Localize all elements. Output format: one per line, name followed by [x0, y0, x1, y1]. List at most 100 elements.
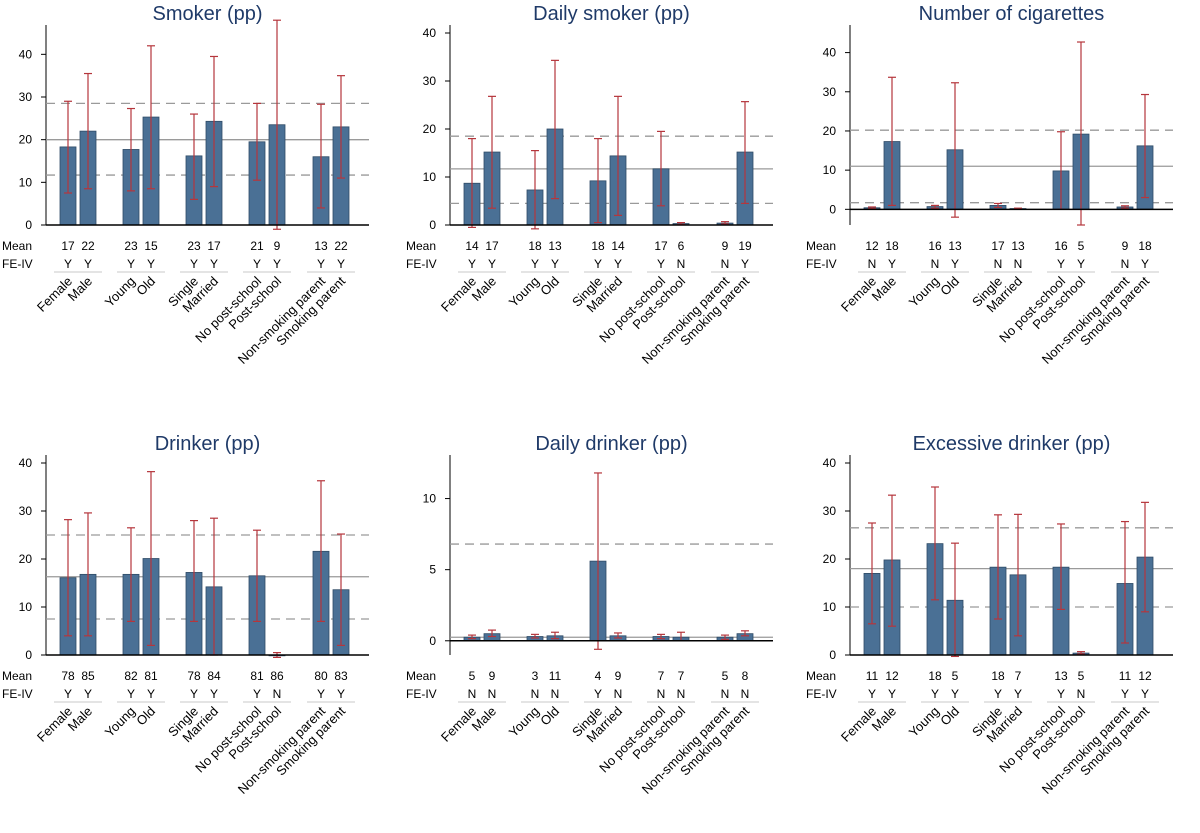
mean-value: 3	[532, 669, 539, 683]
x-tick-label: Young	[102, 274, 138, 310]
feiv-value: N	[1077, 687, 1086, 701]
mean-value: 8	[742, 669, 749, 683]
x-tick-label: Old	[133, 704, 158, 729]
y-tick-label: 20	[19, 552, 33, 566]
mean-value: 5	[722, 669, 729, 683]
y-tick-label: 30	[423, 74, 437, 88]
feiv-value: N	[677, 687, 686, 701]
mean-value: 22	[334, 239, 348, 253]
feiv-value: N	[1014, 257, 1023, 271]
feiv-value: Y	[551, 257, 559, 271]
y-tick-label: 0	[829, 202, 836, 216]
feiv-value: Y	[273, 257, 281, 271]
y-tick-label: 0	[429, 634, 436, 648]
feiv-value: Y	[190, 687, 198, 701]
chart-title: Daily drinker (pp)	[535, 433, 687, 455]
mean-value: 18	[928, 669, 942, 683]
y-tick-label: 10	[823, 600, 837, 614]
feiv-value: Y	[741, 257, 749, 271]
feiv-value: Y	[337, 687, 345, 701]
feiv-value: Y	[210, 687, 218, 701]
mean-row-label: Mean	[2, 669, 32, 683]
mean-value: 21	[250, 239, 264, 253]
mean-value: 5	[1078, 239, 1085, 253]
feiv-value: N	[1121, 257, 1130, 271]
mean-value: 82	[124, 669, 138, 683]
x-tick-label: Male	[65, 274, 96, 305]
feiv-value: Y	[147, 257, 155, 271]
feiv-value: N	[741, 687, 750, 701]
y-tick-label: 5	[429, 563, 436, 577]
mean-value: 15	[144, 239, 158, 253]
feiv-value: Y	[317, 257, 325, 271]
y-tick-label: 0	[25, 648, 32, 662]
mean-value: 5	[1078, 669, 1085, 683]
feiv-value: Y	[253, 687, 261, 701]
feiv-value: Y	[84, 257, 92, 271]
feiv-value: Y	[210, 257, 218, 271]
feiv-value: Y	[84, 687, 92, 701]
y-tick-label: 0	[429, 218, 436, 232]
y-tick-label: 10	[19, 175, 33, 189]
mean-value: 13	[1011, 239, 1025, 253]
feiv-value: Y	[1057, 257, 1065, 271]
y-tick-label: 10	[423, 170, 437, 184]
chart-title: Excessive drinker (pp)	[913, 433, 1111, 455]
feiv-value: N	[531, 687, 540, 701]
feiv-value: N	[488, 687, 497, 701]
feiv-value: Y	[1121, 687, 1129, 701]
feiv-value: Y	[337, 257, 345, 271]
feiv-value: Y	[1141, 257, 1149, 271]
feiv-value: Y	[127, 257, 135, 271]
x-tick-label: Young	[102, 704, 138, 740]
feiv-value: N	[868, 257, 877, 271]
feiv-value: Y	[64, 687, 72, 701]
x-tick-label: Male	[469, 274, 500, 305]
mean-value: 9	[615, 669, 622, 683]
feiv-value: N	[677, 257, 686, 271]
feiv-row-label: FE-IV	[2, 257, 33, 271]
feiv-value: Y	[594, 687, 602, 701]
feiv-row-label: FE-IV	[806, 687, 837, 701]
mean-value: 19	[738, 239, 752, 253]
mean-value: 13	[948, 239, 962, 253]
feiv-value: Y	[594, 257, 602, 271]
x-tick-label: Young	[506, 274, 542, 310]
chart-panel-2: Daily smoker (pp) 0 10 20 30 40 Mean FE-IV 14 17 1…	[406, 3, 773, 367]
mean-value: 7	[1015, 669, 1022, 683]
mean-value: 81	[144, 669, 158, 683]
mean-value: 13	[1054, 669, 1068, 683]
feiv-value: N	[273, 687, 282, 701]
mean-value: 17	[207, 239, 221, 253]
mean-value: 18	[528, 239, 542, 253]
y-tick-label: 30	[823, 85, 837, 99]
mean-value: 17	[61, 239, 75, 253]
y-tick-label: 40	[823, 456, 837, 470]
mean-value: 14	[611, 239, 625, 253]
x-tick-label: Old	[537, 704, 562, 729]
chart-panel-1: Smoker (pp) 0 10 20 30 40 Mean FE-IV 17 22 23 15 23 1…	[2, 3, 369, 367]
mean-value: 81	[250, 669, 264, 683]
chart-panel-3: Number of cigarettes 0 10 20 30 40 Mean FE-IV 12…	[806, 3, 1173, 367]
feiv-value: Y	[868, 687, 876, 701]
x-tick-label: Old	[133, 274, 158, 299]
x-tick-label: Young	[506, 704, 542, 740]
feiv-value: Y	[1077, 257, 1085, 271]
feiv-value: Y	[888, 257, 896, 271]
chart-panel-6: Excessive drinker (pp) 0 10 20 30 40 Mean FE-IV…	[806, 433, 1173, 797]
mean-value: 85	[81, 669, 95, 683]
mean-value: 9	[489, 669, 496, 683]
mean-value: 17	[991, 239, 1005, 253]
mean-row-label: Mean	[806, 669, 836, 683]
feiv-row-label: FE-IV	[406, 257, 437, 271]
mean-value: 13	[548, 239, 562, 253]
feiv-value: Y	[951, 257, 959, 271]
y-tick-label: 30	[19, 504, 33, 518]
y-tick-label: 40	[19, 456, 33, 470]
y-tick-label: 40	[423, 26, 437, 40]
x-tick-label: Old	[937, 704, 962, 729]
mean-value: 4	[595, 669, 602, 683]
feiv-row-label: FE-IV	[806, 257, 837, 271]
